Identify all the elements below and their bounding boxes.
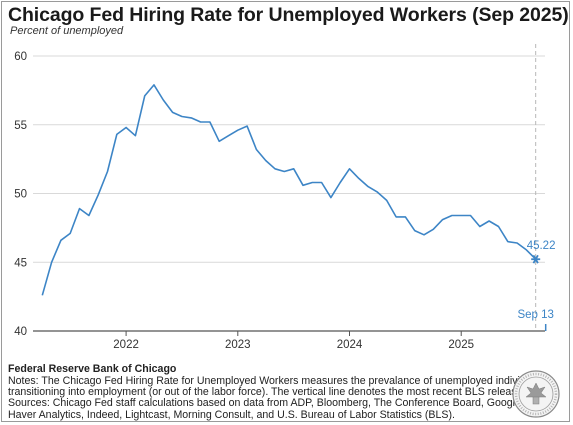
x-tick-label: 2022 (113, 339, 139, 351)
annotations: 45.22 Sep 13 (517, 240, 555, 331)
y-tick-label: 45 (14, 257, 27, 269)
federal-reserve-seal-icon (512, 370, 560, 418)
source-label: Federal Reserve Bank of Chicago (8, 363, 177, 375)
y-tick-label: 50 (14, 189, 27, 201)
x-tick-label: 2024 (337, 339, 363, 351)
notes-line: Haver Analytics, Indeed, Lightcast, Morn… (8, 408, 455, 421)
asterisk-stroke (532, 254, 539, 264)
notes-line: transitioning into employment (or out of… (8, 386, 526, 399)
last-value-label: 45.22 (527, 240, 556, 252)
y-axis-ticks: 40 45 50 55 60 (14, 51, 27, 338)
x-tick-label: 2025 (448, 339, 474, 351)
y-tick-label: 40 (14, 326, 27, 338)
y-tick-label: 60 (14, 51, 27, 63)
chart-title: Chicago Fed Hiring Rate for Unemployed W… (8, 4, 569, 26)
release-date-label: Sep 13 (517, 309, 553, 321)
y-tick-label: 55 (14, 120, 27, 132)
grid-lines (33, 55, 545, 332)
asterisk-marker-icon (531, 254, 541, 264)
series-line (41, 84, 537, 296)
notes-line: Notes: The Chicago Fed Hiring Rate for U… (8, 375, 546, 387)
x-tick-label: 2023 (225, 339, 251, 351)
notes-block: Notes: The Chicago Fed Hiring Rate for U… (8, 375, 546, 421)
notes-line: Sources: Chicago Fed staff calculations … (8, 397, 524, 410)
y-axis-unit-label: Percent of unemployed (10, 25, 124, 37)
x-axis-ticks: 2022 2023 2024 2025 (113, 331, 474, 351)
series-line-group (41, 84, 537, 296)
